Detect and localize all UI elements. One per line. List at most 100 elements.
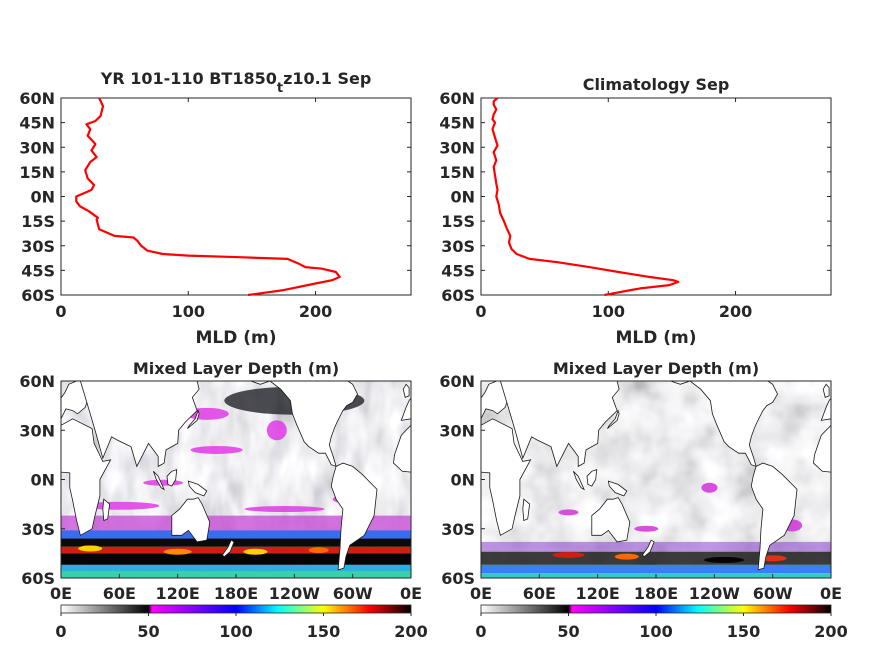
y-tick-label: 60N — [439, 89, 475, 108]
lon-tick-label: 120E — [156, 584, 200, 603]
lat-tick-label: 60N — [19, 372, 55, 391]
x-tick-label: 0 — [475, 302, 486, 321]
y-tick-label: 60S — [441, 286, 475, 305]
y-tick-label: 0N — [450, 188, 475, 207]
lat-tick-label: 30S — [21, 520, 55, 539]
chart-title: YR 101-110 BT1850tz10.1 Sep — [100, 69, 372, 96]
continent-southAmerica — [750, 462, 798, 571]
y-tick-label: 30N — [439, 138, 475, 157]
mld-patch-hot — [78, 545, 103, 552]
x-tick-label: 100 — [172, 302, 205, 321]
mld-band-red — [61, 546, 411, 554]
colorbar — [60, 604, 412, 614]
continent-sumatra — [573, 471, 585, 491]
lat-tick-label: 30N — [19, 421, 55, 440]
lat-tick-label: 0N — [30, 471, 55, 490]
colorbar-tick-label: 50 — [557, 622, 579, 641]
chart-title-main: YR 101-110 BT1850 — [100, 69, 277, 88]
colorbar-tick-label: 150 — [307, 622, 340, 641]
lat-tick-label: 60N — [439, 372, 475, 391]
lon-tick-label: 0E — [400, 584, 422, 603]
continent-japan — [187, 409, 200, 429]
lon-tick-label: 0E — [50, 584, 72, 603]
y-tick-label: 15S — [441, 212, 475, 231]
continent-southAmerica — [0, 463, 27, 570]
chart-title-suffix: z10.1 Sep — [283, 69, 371, 88]
chart-title: Climatology Sep — [583, 75, 730, 94]
mld-band-magenta — [61, 515, 411, 533]
mld-patch-hot — [163, 548, 192, 555]
continent-madagascar — [102, 498, 111, 522]
continent-asia — [499, 381, 620, 468]
colorbar — [480, 604, 832, 614]
continent-sumatra — [153, 471, 165, 491]
y-tick-label: 30N — [19, 138, 55, 157]
lon-tick-label: 180E — [634, 584, 678, 603]
y-tick-label: 45N — [19, 114, 55, 133]
lon-tick-label: 120W — [269, 584, 320, 603]
y-tick-label: 45S — [21, 261, 55, 280]
mld-patch-hot — [614, 553, 639, 560]
continent-newGuinea — [607, 480, 628, 497]
mld-patch-hot — [552, 552, 585, 559]
map-title: Mixed Layer Depth (m) — [133, 359, 339, 378]
continent-uk — [822, 383, 830, 398]
lon-tick-label: 0E — [470, 584, 492, 603]
colorbar-tick-label: 100 — [219, 622, 252, 641]
continent-newGuinea — [187, 480, 208, 497]
continent-borneo — [166, 469, 178, 487]
x-axis-label: MLD (m) — [615, 328, 696, 348]
continent-asia — [79, 381, 200, 468]
colorbar-tick-label: 50 — [137, 622, 159, 641]
lat-tick-label: 30S — [441, 520, 475, 539]
y-tick-label: 0N — [30, 188, 55, 207]
continent-madagascar — [522, 498, 531, 522]
y-tick-label: 15N — [439, 163, 475, 182]
mld-patch — [79, 501, 160, 510]
continent-uk — [402, 383, 410, 398]
mld-band-cyan — [61, 564, 411, 572]
mld-patch — [701, 482, 718, 493]
continent-europe — [820, 397, 831, 421]
lon-tick-label: 60W — [753, 584, 793, 603]
colorbar-tick-label: 0 — [55, 622, 66, 641]
mld-patch — [190, 445, 243, 454]
x-tick-label: 0 — [55, 302, 66, 321]
series-line-1 — [491, 97, 680, 297]
continent-southAmerica — [330, 462, 378, 571]
continent-newZealand — [641, 539, 655, 558]
x-tick-label: 100 — [592, 302, 625, 321]
continent-australia — [171, 497, 211, 543]
continent-northAmerica — [656, 381, 778, 468]
lat-tick-label: 0N — [450, 471, 475, 490]
continent-africa — [393, 424, 411, 473]
chart-title-subscript: t — [277, 81, 283, 96]
lat-tick-label: 60S — [21, 569, 55, 588]
colorbar-tick-label: 200 — [814, 622, 847, 641]
continent-northAmerica — [0, 381, 8, 466]
y-tick-label: 60N — [19, 89, 55, 108]
x-tick-label: 200 — [719, 302, 752, 321]
y-tick-label: 15S — [21, 212, 55, 231]
mld-patch-hot — [308, 547, 329, 554]
series-line-1 — [75, 97, 341, 297]
y-tick-label: 45N — [439, 114, 475, 133]
plot-area — [60, 97, 412, 296]
map-field — [0, 381, 411, 578]
y-tick-label: 15N — [19, 163, 55, 182]
continent-australia — [591, 497, 631, 543]
continent-newZealand — [221, 539, 235, 558]
y-tick-label: 30S — [21, 237, 55, 256]
mld-band-blue — [61, 530, 411, 541]
lon-tick-label: 120E — [576, 584, 620, 603]
mld-patch-hot — [243, 548, 268, 555]
mld-patch — [244, 506, 325, 513]
mld-patch — [143, 479, 184, 486]
mld-patch — [558, 509, 579, 516]
continent-northAmerica — [236, 381, 358, 468]
lon-tick-label: 60W — [333, 584, 373, 603]
